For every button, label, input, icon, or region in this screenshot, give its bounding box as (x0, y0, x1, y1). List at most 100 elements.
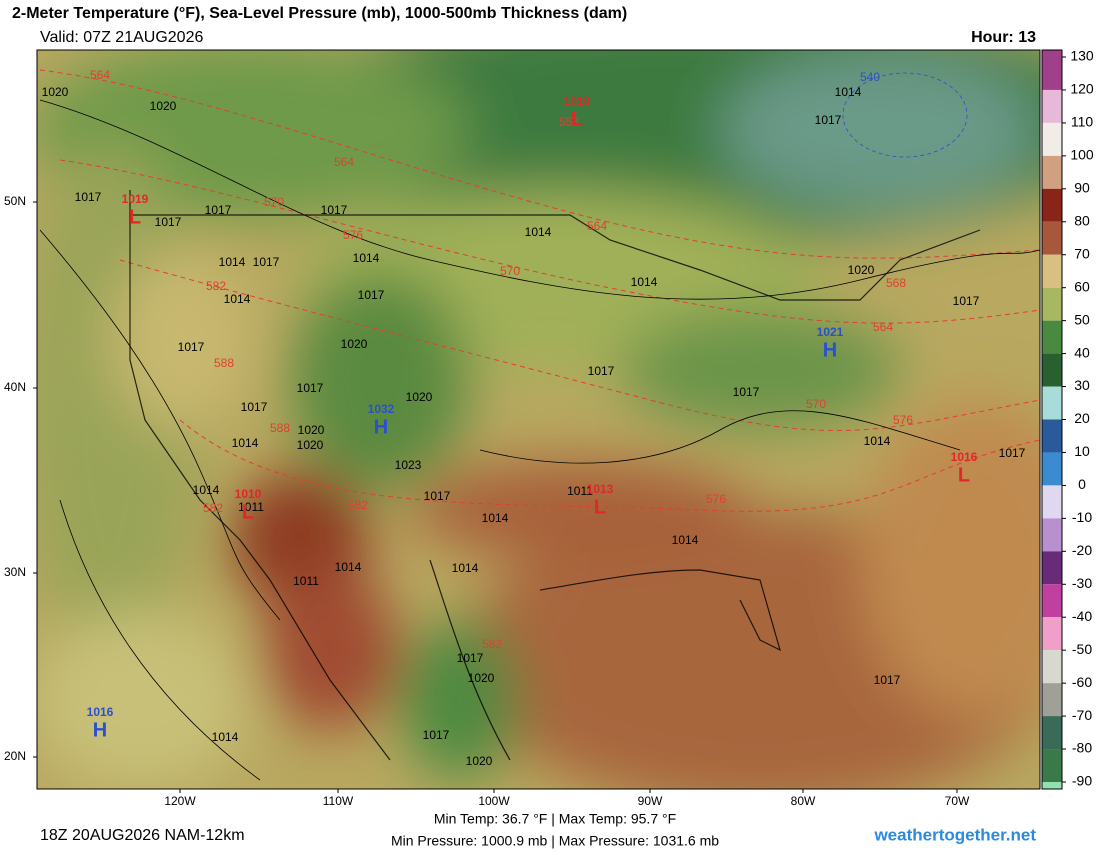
isobar-label: 1017 (423, 728, 450, 742)
thickness-label: 558 (559, 115, 579, 129)
colorbar-label: 80 (1074, 212, 1090, 228)
colorbar-segment (1042, 485, 1062, 519)
isobar-label: 1014 (193, 483, 220, 497)
lon-label: 100W (478, 794, 510, 808)
colorbar-segment (1042, 650, 1062, 684)
isobar-label: 1017 (155, 215, 182, 229)
isobar-label: 1020 (150, 99, 177, 113)
center-pressure: 1032 (368, 402, 395, 416)
center-letter: L (242, 501, 254, 523)
colorbar-segment (1042, 749, 1062, 782)
center-letter: L (571, 108, 583, 130)
isobar-label: 1014 (482, 511, 509, 525)
colorbar-bottom (1042, 782, 1062, 789)
isobar-label: 1017 (733, 385, 760, 399)
center-pressure: 1016 (87, 705, 114, 719)
colorbar-segment (1042, 617, 1062, 651)
isobar-label: 1011 (238, 500, 264, 514)
center-pressure: 1010 (235, 487, 262, 501)
isobar-label: 1020 (468, 671, 495, 685)
center-letter: L (594, 496, 606, 518)
colorbar-segment (1042, 320, 1062, 354)
isobar-label: 1011 (293, 574, 319, 588)
colorbar-segment (1042, 683, 1062, 717)
isobar-label: 1017 (241, 400, 268, 414)
colorbar-label: -50 (1072, 641, 1092, 657)
center-letter: H (823, 339, 837, 361)
isobar-label: 1017 (815, 113, 842, 127)
isobar-label: 1011 (567, 484, 593, 498)
isobar-label: 1017 (297, 381, 324, 395)
colorbar-label: 50 (1074, 311, 1090, 327)
colorbar-segment (1042, 155, 1062, 189)
colorbar-segment (1042, 221, 1062, 255)
colorbar-segment (1042, 584, 1062, 618)
colorbar-segment (1042, 122, 1062, 156)
colorbar-label: -40 (1072, 608, 1092, 624)
isobar-label: 1017 (424, 489, 451, 503)
isobar-label: 1020 (406, 390, 433, 404)
isobar-label: 1014 (212, 730, 239, 744)
colorbar-label: 110 (1071, 114, 1094, 130)
thickness-label: 540 (860, 70, 880, 84)
colorbar-segment (1042, 716, 1062, 750)
thickness-label: 582 (206, 279, 226, 293)
isobar-label: 1020 (298, 423, 325, 437)
lat-label: 40N (4, 380, 26, 394)
thickness-label: 582 (348, 498, 368, 512)
center-pressure: 1010 (564, 94, 591, 108)
colorbar-frame (1041, 49, 1063, 790)
isobar-label: 1020 (466, 754, 493, 768)
title: 2-Meter Temperature (°F), Sea-Level Pres… (12, 5, 627, 22)
valid-time: Valid: 07Z 21AUG2026 (40, 29, 203, 46)
isobar-label: 1014 (335, 560, 362, 574)
isobar-label: 1017 (358, 288, 385, 302)
site-credit: weathertogether.net (873, 825, 1036, 844)
isobar-label: 1017 (999, 446, 1026, 460)
lon-label: 90W (638, 794, 663, 808)
thickness-label: 568 (886, 276, 906, 290)
isobar-label: 1017 (588, 364, 615, 378)
isobar-label: 1014 (864, 434, 891, 448)
isobar-label: 1017 (253, 255, 280, 269)
colorbar-label: -70 (1072, 707, 1092, 723)
colorbar-label: -90 (1072, 773, 1092, 789)
colorbar-label: 70 (1074, 245, 1090, 261)
thickness-label: 582 (203, 501, 223, 515)
isobar-label: 1017 (874, 673, 901, 687)
colorbar-segment (1042, 254, 1062, 288)
isobar-label: 1014 (631, 275, 658, 289)
center-pressure: 1013 (587, 482, 614, 496)
thickness-label: 564 (90, 68, 110, 82)
colorbar-label: 30 (1074, 377, 1090, 393)
isobar-label: 1017 (178, 340, 205, 354)
colorbar-segment (1042, 452, 1062, 486)
isobar-label: 1020 (341, 337, 368, 351)
map-frame (36, 49, 1041, 790)
colorbar-segment (1042, 518, 1062, 552)
thickness-label: 588 (214, 356, 234, 370)
isobar-label: 1014 (835, 85, 862, 99)
colorbar-top (1042, 50, 1062, 57)
colorbar-label: -60 (1072, 674, 1092, 690)
colorbar-segment (1042, 551, 1062, 585)
lon-label: 80W (791, 794, 816, 808)
isobar-label: 1017 (321, 203, 348, 217)
pressure-range: Min Pressure: 1000.9 mb | Max Pressure: … (391, 833, 719, 849)
center-pressure: 1021 (817, 325, 844, 339)
lon-label: 110W (323, 794, 354, 808)
map (37, 50, 1040, 789)
isobar-label: 1014 (525, 225, 552, 239)
colorbar-segment (1042, 57, 1062, 90)
isobar-label: 1014 (219, 255, 246, 269)
colorbar-label: 40 (1074, 344, 1090, 360)
center-letter: L (958, 464, 970, 486)
thickness-label: 576 (893, 413, 913, 427)
thickness-label: 576 (706, 492, 726, 506)
thickness-label: 570 (264, 195, 284, 209)
center-pressure: 1019 (122, 192, 149, 206)
center-letter: H (374, 416, 388, 438)
isobar-label: 1020 (297, 438, 324, 452)
colorbar-label: 130 (1070, 48, 1094, 64)
forecast-hour: Hour: 13 (971, 29, 1036, 46)
